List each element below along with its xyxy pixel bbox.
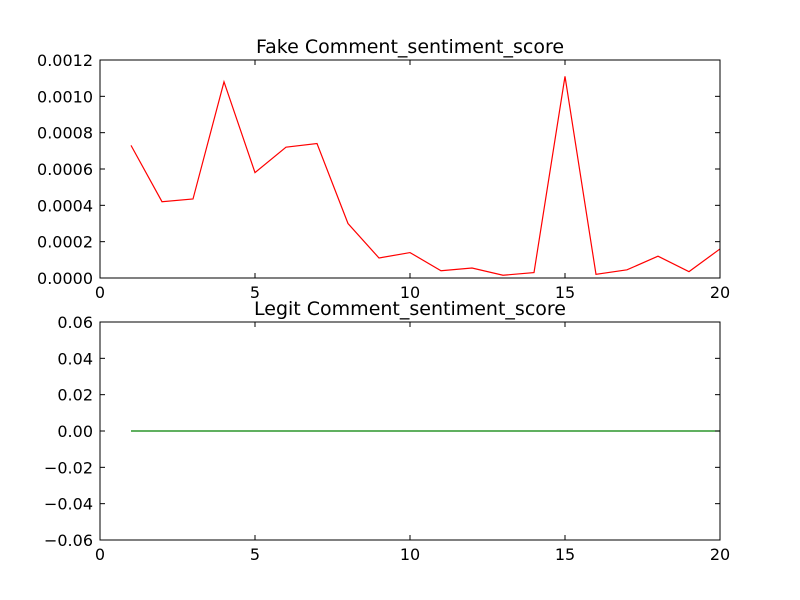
fake-y-tick-label: 0.0010 [37, 87, 93, 106]
fake-y-tick-label: 0.0004 [37, 196, 93, 215]
legit-x-tick-label: 5 [250, 545, 260, 564]
legit-y-tick-label: −0.06 [44, 531, 93, 550]
fake-y-tick-label: 0.0006 [37, 160, 93, 179]
fake-y-tick-label: 0.0000 [37, 269, 93, 288]
fake-x-tick-label: 15 [555, 283, 575, 302]
fake-y-tick-label: 0.0008 [37, 124, 93, 143]
legit-sentiment-chart: 0 5 10 15 20 −0.06 −0.04 −0.02 0.00 0.02 0.04 0.06 L… [44, 298, 730, 564]
fake-x-tick-label: 0 [95, 283, 105, 302]
legit-y-tick-label: 0.06 [57, 313, 93, 332]
fake-chart-title: Fake Comment_sentiment_score [256, 36, 564, 58]
legit-y-tick-label: 0.00 [57, 422, 93, 441]
fake-x-tick-label: 5 [250, 283, 260, 302]
fake-y-tick-label: 0.0012 [37, 51, 93, 70]
legit-y-tick-label: −0.04 [44, 495, 93, 514]
fake-x-tick-label: 10 [400, 283, 420, 302]
legit-y-tick-label: 0.04 [57, 349, 93, 368]
legit-x-tick-label: 20 [710, 545, 730, 564]
legit-x-tick-label: 10 [400, 545, 420, 564]
legit-x-tick-label: 0 [95, 545, 105, 564]
fake-y-tick-label: 0.0002 [37, 233, 93, 252]
legit-chart-title: Legit Comment_sentiment_score [254, 298, 566, 320]
fake-series-line [130, 76, 721, 276]
fake-x-tick-label: 20 [710, 283, 730, 302]
legit-x-tick-label: 15 [555, 545, 575, 564]
legit-y-tick-label: 0.02 [57, 386, 93, 405]
legit-y-tick-label: −0.02 [44, 458, 93, 477]
fake-sentiment-chart: 0 5 10 15 20 0.0000 0.0002 0.0004 0.0006 0.0008 0.… [37, 36, 730, 302]
